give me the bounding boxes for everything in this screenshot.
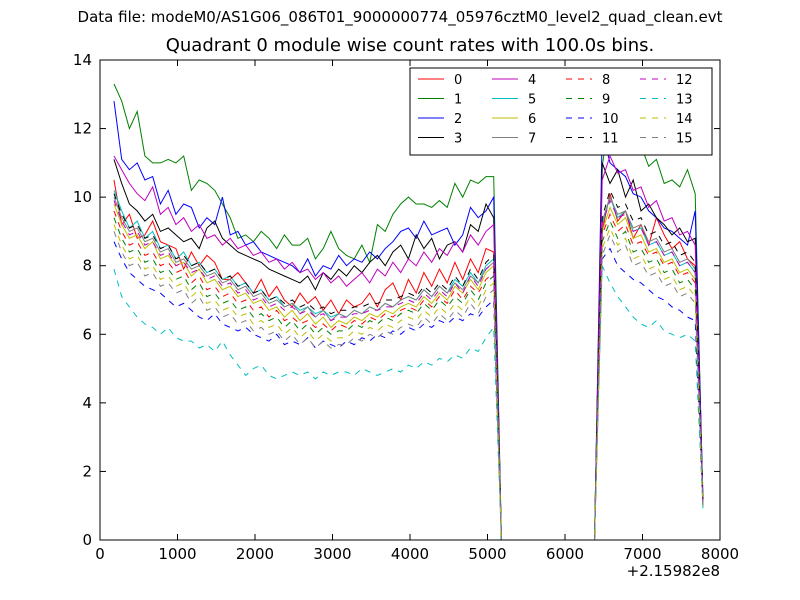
figure-suptitle: Data file: modeM0/AS1G06_086T01_90000007… [77,8,723,26]
legend-label-14: 14 [676,112,693,127]
chart-title: Quadrant 0 module wise count rates with … [165,35,655,56]
y-tick-label: 6 [82,325,92,343]
x-tick-label: 7000 [623,545,661,563]
y-tick-label: 8 [82,257,92,275]
series-line-14 [113,224,704,540]
series-line-11 [113,188,704,540]
series-line-9 [113,217,704,540]
y-tick-label: 2 [82,462,92,480]
legend-label-10: 10 [602,112,619,127]
series-line-4 [113,154,704,540]
legend-label-4: 4 [528,73,536,88]
series-line-0 [113,179,704,540]
x-offset-label: +2.15982e8 [626,562,720,580]
series-line-7 [113,195,704,540]
x-tick-label: 8000 [701,545,739,563]
y-tick-label: 10 [73,188,92,206]
series-line-12 [113,199,704,540]
legend-box [409,67,713,156]
legend-label-0: 0 [454,73,462,88]
y-tick-label: 0 [82,531,92,549]
y-tick-label: 12 [73,120,92,138]
series-line-15 [113,231,704,540]
series-line-8 [113,210,704,540]
x-tick-label: 5000 [468,545,506,563]
series-line-13 [113,265,704,540]
legend-label-11: 11 [602,132,619,147]
legend-label-7: 7 [528,132,536,147]
y-tick-label: 4 [82,394,92,412]
legend-label-13: 13 [676,93,693,108]
legend-label-2: 2 [454,112,462,127]
x-tick-label: 4000 [391,545,429,563]
x-tick-label: 0 [95,545,105,563]
legend-label-8: 8 [602,73,610,88]
series-line-10 [113,241,704,540]
legend-label-5: 5 [528,93,536,108]
legend-label-9: 9 [602,93,610,108]
x-tick-label: 6000 [546,545,584,563]
series-line-6 [113,203,704,540]
x-tick-label: 1000 [158,545,196,563]
legend-label-1: 1 [454,93,462,108]
x-tick-label: 3000 [313,545,351,563]
legend-label-15: 15 [676,132,693,147]
legend-label-6: 6 [528,112,536,127]
x-tick-label: 2000 [236,545,274,563]
legend-label-3: 3 [454,132,462,147]
axis-ticks: 0 1000 2000 3000 4000 5000 6000 7000 80000246810… [73,51,739,563]
series-line-3 [113,159,704,540]
legend-label-12: 12 [676,73,693,88]
y-tick-label: 14 [73,51,92,69]
